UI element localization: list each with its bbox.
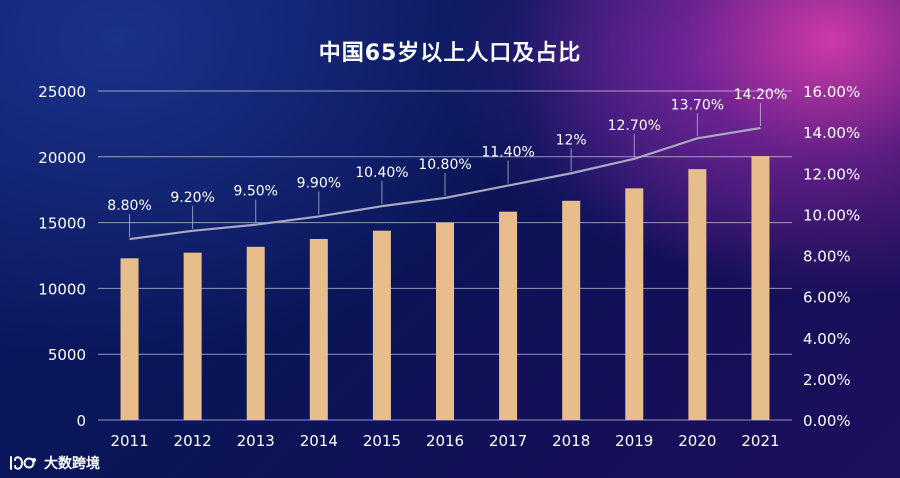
x-tick-label: 2021 xyxy=(741,432,779,450)
x-tick-label: 2012 xyxy=(174,432,212,450)
bar xyxy=(436,222,454,420)
x-tick-label: 2014 xyxy=(300,432,338,450)
y-right-tick-label: 10.00% xyxy=(803,206,860,224)
data-label: 14.20% xyxy=(734,87,787,103)
x-tick-label: 2020 xyxy=(678,432,716,450)
y-left-tick-label: 5000 xyxy=(48,346,86,364)
ratio-line xyxy=(129,126,761,241)
y-left-tick-label: 25000 xyxy=(38,83,86,101)
bar xyxy=(688,169,707,420)
y-left-tick-label: 0 xyxy=(76,412,86,430)
bar xyxy=(183,252,202,420)
data-label: 12% xyxy=(556,132,587,148)
x-tick-label: 2017 xyxy=(489,432,527,450)
bar xyxy=(625,188,644,420)
y-right-tick-label: 12.00% xyxy=(803,165,860,183)
bar xyxy=(309,238,328,420)
bar xyxy=(246,246,265,420)
y-right-tick-label: 8.00% xyxy=(803,248,851,266)
data-label: 8.80% xyxy=(107,198,151,214)
brand-logo-icon xyxy=(10,456,36,470)
y-left-tick-label: 10000 xyxy=(38,280,86,298)
y-right-tick-label: 2.00% xyxy=(803,371,851,389)
y-right-tick-label: 0.00% xyxy=(803,412,851,430)
y-right-tick-label: 6.00% xyxy=(803,289,851,307)
bar xyxy=(372,230,391,420)
y-left-tick-label: 15000 xyxy=(38,215,86,233)
y-left-tick-label: 20000 xyxy=(38,149,86,167)
x-tick-label: 2018 xyxy=(552,432,590,450)
x-tick-label: 2015 xyxy=(363,432,401,450)
brand-watermark: 大数跨境 xyxy=(8,452,100,474)
data-label: 11.40% xyxy=(481,145,534,161)
y-right-tick-label: 16.00% xyxy=(803,83,860,101)
bar xyxy=(751,156,770,420)
x-tick-label: 2011 xyxy=(110,432,148,450)
data-label: 13.70% xyxy=(671,97,724,113)
bar xyxy=(120,258,139,420)
data-label: 9.50% xyxy=(233,184,277,200)
data-label: 12.70% xyxy=(608,118,661,134)
x-tick-label: 2013 xyxy=(237,432,275,450)
y-right-tick-label: 4.00% xyxy=(803,330,851,348)
data-label: 10.40% xyxy=(355,165,408,181)
brand-name: 大数跨境 xyxy=(44,456,100,472)
bar xyxy=(562,200,581,420)
data-label: 9.20% xyxy=(170,190,214,206)
x-tick-label: 2019 xyxy=(615,432,653,450)
data-label: 9.90% xyxy=(297,175,341,191)
y-right-tick-label: 14.00% xyxy=(803,124,860,142)
chart-title: 中国65岁以上人口及占比 xyxy=(318,41,582,66)
x-tick-label: 2016 xyxy=(426,432,464,450)
bar xyxy=(499,211,518,420)
data-label: 10.80% xyxy=(418,157,471,173)
